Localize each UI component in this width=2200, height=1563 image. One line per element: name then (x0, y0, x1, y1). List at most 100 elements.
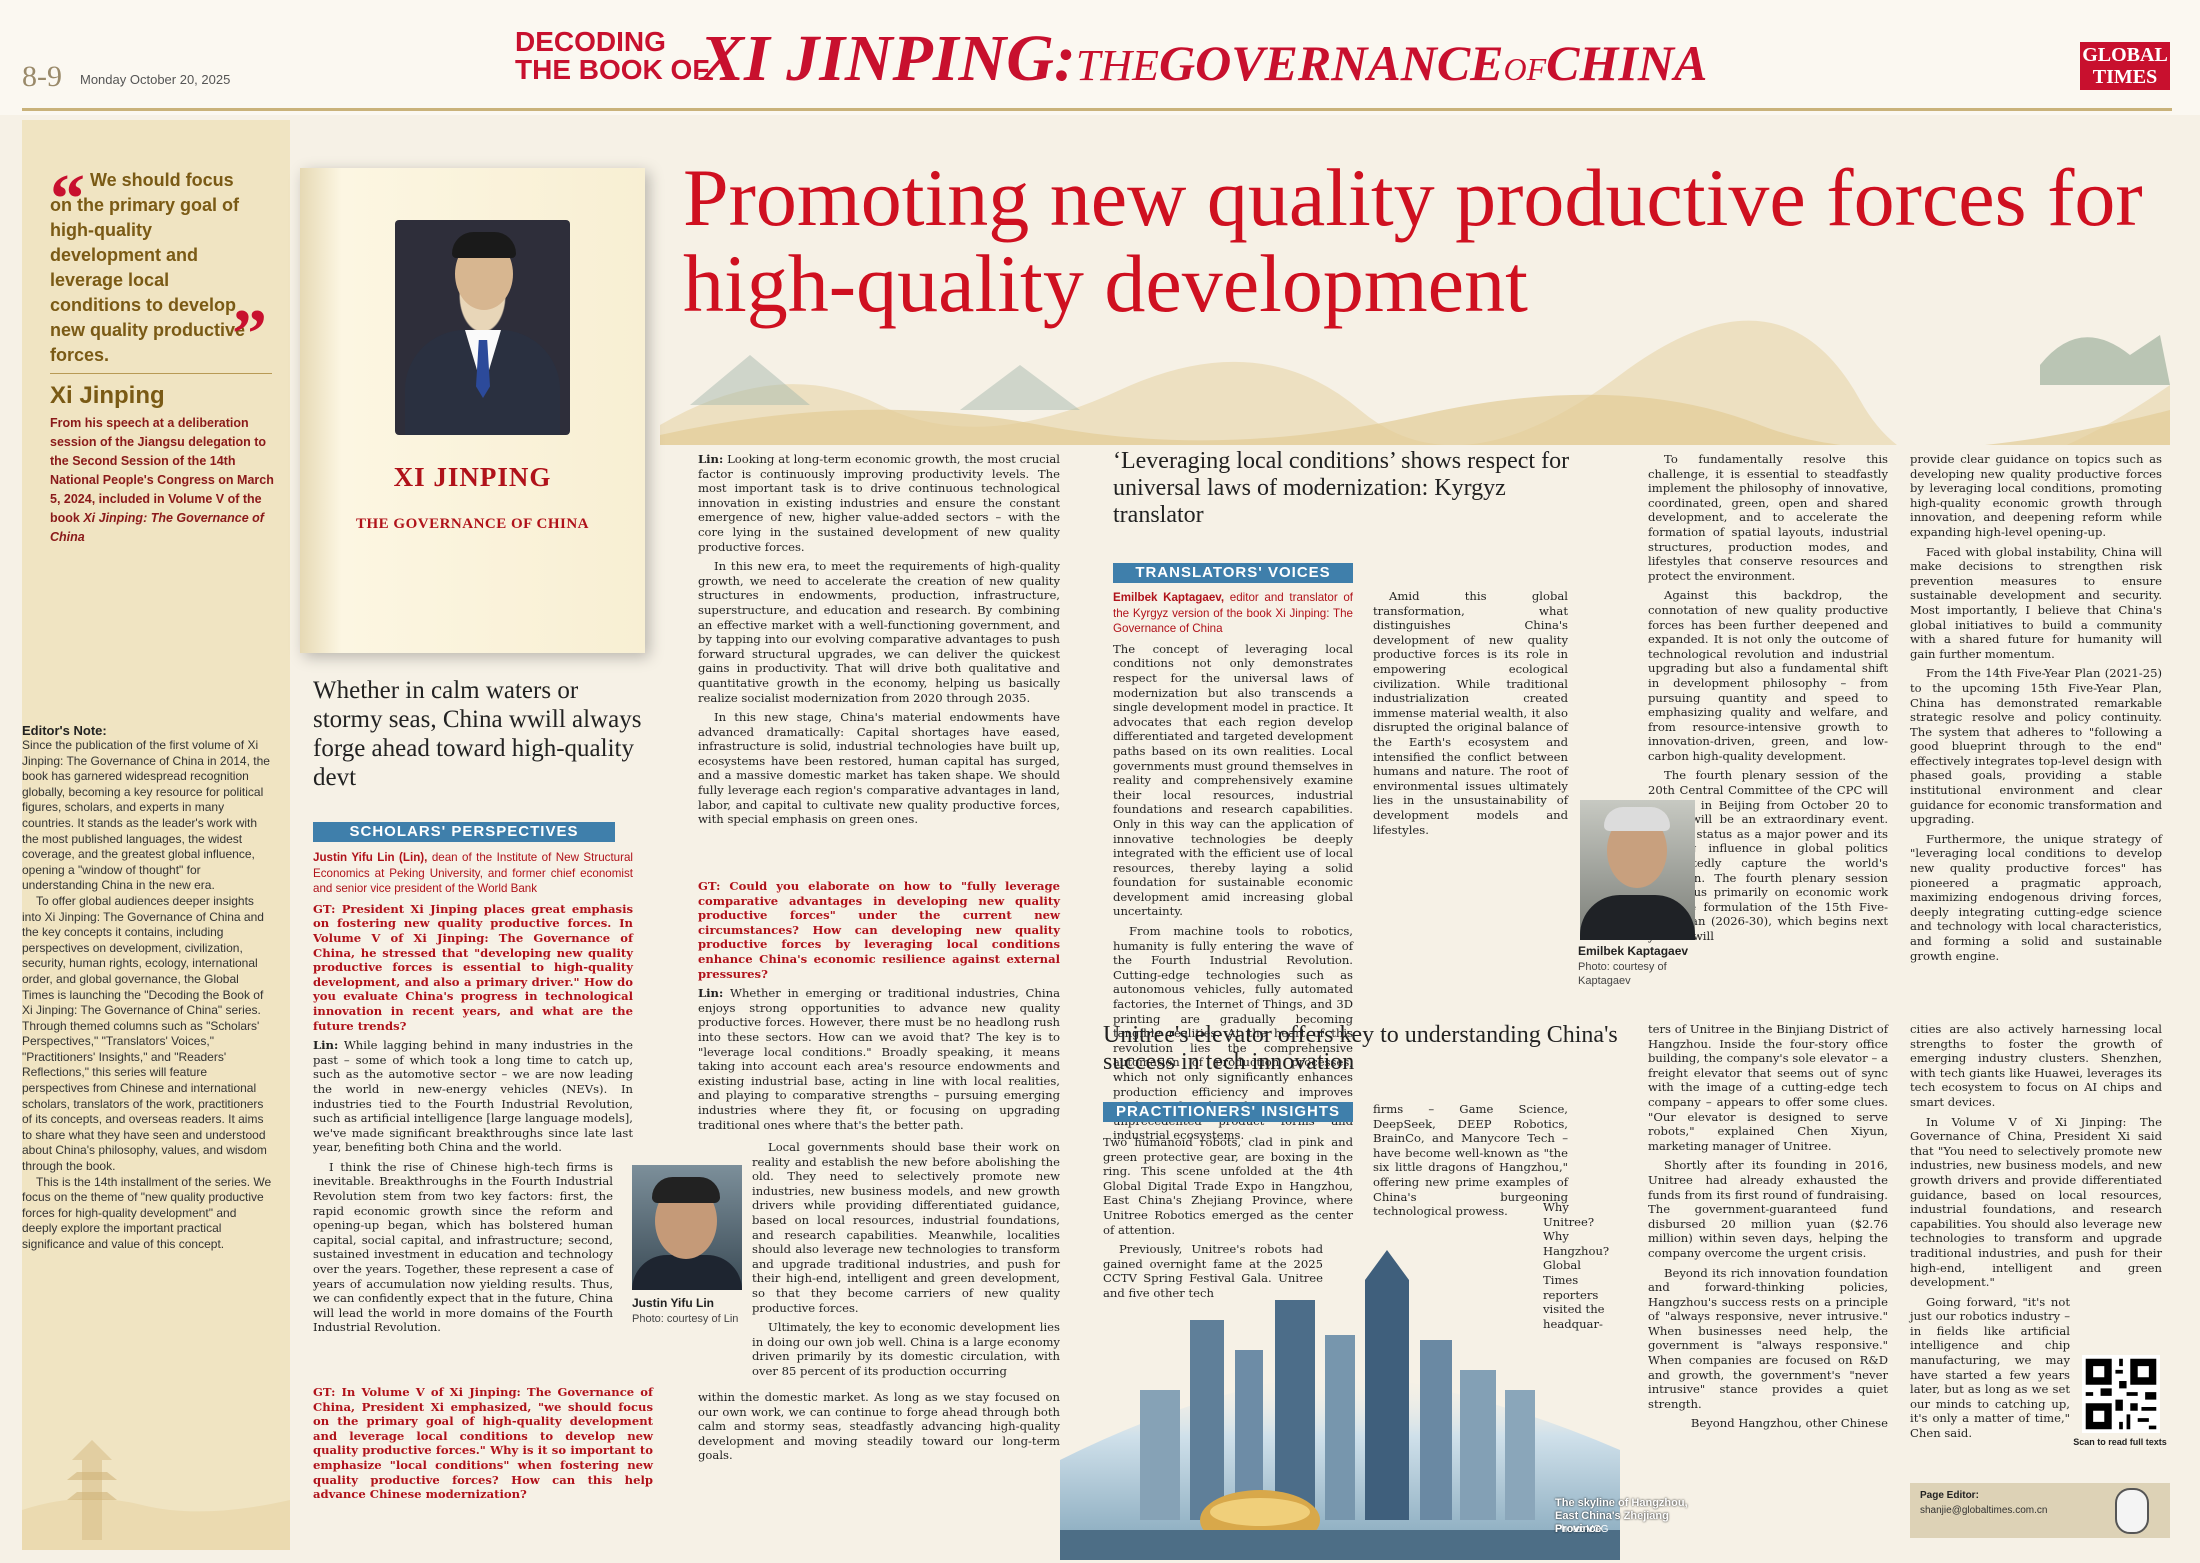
section2-p6: The fourth plenary session of the 20th C… (1648, 768, 1888, 943)
section2-headline: ‘Leveraging local conditions’ shows resp… (1113, 448, 1570, 528)
section1-column1-end: GT: In Volume V of Xi Jinping: The Gover… (313, 1385, 653, 1507)
section3-p9: cities are also actively harnessing loca… (1910, 1022, 2162, 1109)
masthead-rule (22, 108, 2172, 111)
section2-byline-desc: editor and translator of the Kyrgyz vers… (1113, 591, 1353, 636)
section2-column2: Amid this global transformation, what di… (1373, 589, 1603, 842)
section3-p4: Why Unitree? Why Hangzhou? Global Times … (1543, 1200, 1610, 1331)
pagoda-illustration (22, 1440, 290, 1550)
open-quote-icon: “ (50, 161, 85, 238)
section1-byline-desc: dean of the Institute of New Structural … (313, 851, 634, 896)
section1-column2: Lin: Looking at long-term economic growt… (698, 452, 1060, 832)
skyline-caption: The skyline of Hangzhou, East China's Zh… (1555, 1497, 1688, 1535)
page-editor-label: Page Editor: (1920, 1490, 1979, 1501)
series-kicker-line2: THE BOOK OF (515, 54, 710, 85)
section1-answer2-label: Lin: (698, 452, 724, 466)
photo-lin-caption: Justin Yifu Lin (632, 1296, 715, 1310)
editors-note-p2: To offer global audiences deeper insight… (22, 893, 267, 1174)
photo-kaptagaev-body (1580, 895, 1695, 940)
photo-lin-hair (652, 1177, 720, 1203)
section1-column2-lower: GT: Could you elaborate on how to "fully… (698, 879, 1060, 1137)
quote-divider (50, 373, 272, 374)
series-kicker: DECODING THE BOOK OF (515, 28, 709, 84)
photo-lin-body (632, 1255, 742, 1290)
section1-answer1: While lagging behind in many industries … (313, 1038, 633, 1155)
section2-p4: To fundamentally resolve this challenge,… (1648, 452, 1888, 583)
section3-p2: Previously, Unitree's robots had gained … (1103, 1242, 1323, 1300)
section1-question3: GT: Could you elaborate on how to "fully… (698, 879, 1060, 981)
section1-answer2: Looking at long-term economic growth, th… (698, 452, 1060, 554)
section3-p6: Shortly after its founding in 2016, Unit… (1648, 1158, 1888, 1260)
series-title: XI JINPING:THEGOVERNANCEOFCHINA (700, 24, 1707, 104)
section3-p8: Beyond Hangzhou, other Chinese (1690, 1416, 1888, 1431)
section3-column2: firms – Game Science, DeepSeek, DEEP Rob… (1373, 1102, 1573, 1224)
section2-p3: Amid this global transformation, what di… (1373, 589, 1568, 837)
editors-note-p1: Since the publication of the first volum… (22, 738, 270, 893)
section3-headline: Unitree's elevator offers key to underst… (1103, 1022, 1618, 1075)
section2-column4: provide clear guidance on topics such as… (1910, 452, 2162, 968)
page-editor-email[interactable]: shanjie@globaltimes.com.cn (1920, 1505, 2048, 1516)
section3-column2-narrow: Why Unitree? Why Hangzhou? Global Times … (1543, 1200, 1610, 1336)
editors-note-p3: This is the 14th installment of the seri… (22, 1174, 272, 1251)
qr-code-icon (2082, 1355, 2160, 1433)
qr-code[interactable] (2082, 1355, 2160, 1433)
issue-date: Monday October 20, 2025 (80, 72, 231, 87)
hangzhou-skyline-photo (1060, 1250, 1620, 1560)
section1-answer3c: Ultimately, the key to economic developm… (752, 1320, 1060, 1378)
section3-p11: Going forward, "it's not just our roboti… (1910, 1294, 2070, 1441)
quote-panel (22, 120, 290, 1550)
section1-answer2b: In this new era, to meet the requirement… (698, 559, 1060, 705)
logo-line1: GLOBAL (2082, 44, 2168, 66)
section1-answer3-label: Lin: (698, 986, 724, 1001)
series-kicker-line1: DECODING (515, 26, 666, 57)
book-title: THE GOVERNANCE OF CHINA (355, 516, 590, 532)
section1-answer1b: I think the rise of Chinese high-tech fi… (313, 1159, 613, 1335)
section2-p10: Furthermore, the unique strategy of "lev… (1910, 831, 2162, 963)
section3-column3: ters of Unitree in the Binjiang District… (1648, 1022, 1888, 1436)
section2-p1: The concept of leveraging local conditio… (1113, 641, 1353, 919)
section3-p5: ters of Unitree in the Binjiang District… (1648, 1022, 1888, 1153)
quote-source: From his speech at a deliberation sessio… (50, 414, 275, 547)
mouse-icon (2115, 1488, 2149, 1534)
series-title-of: OF (1503, 51, 1547, 87)
section1-answer2c: In this new stage, China's material endo… (698, 710, 1060, 827)
section2-p8: Faced with global instability, China wil… (1910, 544, 2162, 661)
global-times-logo: GLOBAL TIMES (2080, 42, 2170, 90)
section2-column1: Emilbek Kaptagaev, editor and translator… (1113, 590, 1353, 1148)
section3-column4: cities are also actively harnessing loca… (1910, 1022, 2162, 1446)
series-title-china: CHINA (1546, 35, 1708, 91)
section1-answer3d: within the domestic market. As long as w… (698, 1390, 1060, 1463)
section2-p9: From the 14th Five-Year Plan (2021-25) t… (1910, 666, 2162, 827)
section1-column2-end: within the domestic market. As long as w… (698, 1390, 1060, 1468)
section3-p10: In Volume V of Xi Jinping: The Governanc… (1910, 1114, 2162, 1290)
section3-column1: Two humanoid robots, clad in pink and gr… (1103, 1135, 1353, 1306)
page-headline: Promoting new quality productive forces … (683, 152, 2143, 329)
editors-note: Since the publication of the first volum… (22, 738, 272, 1253)
qr-caption: Scan to read full texts (2073, 1437, 2167, 1447)
portrait-hair (452, 232, 516, 258)
section2-tag: TRANSLATORS' VOICES (1113, 563, 1353, 583)
series-title-governance: GOVERNANCE (1158, 35, 1504, 91)
portrait-tie (476, 340, 490, 398)
section3-tag: PRACTITIONERS' INSIGHTS (1103, 1102, 1353, 1122)
section3-p3: firms – Game Science, DeepSeek, DEEP Rob… (1373, 1102, 1568, 1219)
section1-column1: Justin Yifu Lin (Lin), dean of the Insti… (313, 850, 633, 1340)
section1-answer3b: Local governments should base their work… (752, 1140, 1060, 1315)
section1-byline-name: Justin Yifu Lin (Lin), (313, 851, 428, 864)
editors-note-heading: Editor's Note: (22, 723, 107, 738)
photo-kaptagaev-hair (1604, 807, 1670, 831)
section1-headline: Whether in calm waters or stormy seas, C… (313, 677, 642, 791)
section3-p1: Two humanoid robots, clad in pink and gr… (1103, 1135, 1353, 1237)
landscape-illustration (660, 320, 2170, 445)
photo-lin-credit: Photo: courtesy of Lin (632, 1313, 739, 1325)
section1-question1: GT: President Xi Jinping places great em… (313, 901, 633, 1033)
quote-author: Xi Jinping (50, 382, 165, 409)
pull-quote: We should focus on the primary goal of h… (50, 170, 246, 365)
section1-answer3: Whether in emerging or traditional indus… (698, 986, 1060, 1132)
book-author: XI JINPING (393, 462, 552, 492)
section2-column3: To fundamentally resolve this challenge,… (1648, 452, 1888, 949)
quote-source-book: Xi Jinping: The Governance of China (50, 511, 264, 544)
logo-line2: TIMES (2092, 66, 2158, 88)
photo-kaptagaev-caption: Emilbek Kaptagaev (1578, 944, 1689, 958)
section1-answer1-label: Lin: (313, 1038, 339, 1053)
section1-tag: SCHOLARS' PERSPECTIVES (313, 822, 615, 842)
